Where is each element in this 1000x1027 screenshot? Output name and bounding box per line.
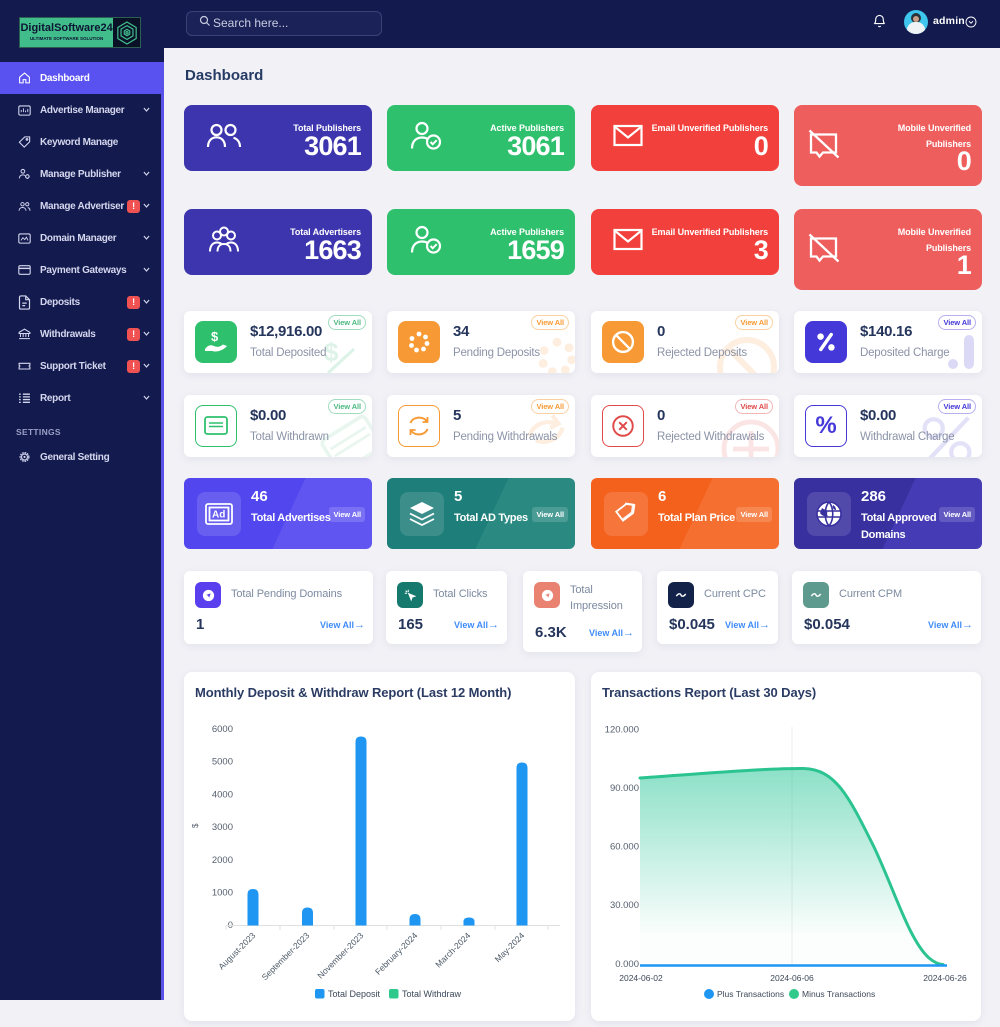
svg-text:0.000: 0.000	[615, 959, 639, 970]
svg-text:November-2023: November-2023	[315, 930, 365, 980]
svg-text:September-2023: September-2023	[260, 930, 312, 982]
svg-text:May-2024: May-2024	[493, 930, 527, 964]
svg-text:February-2024: February-2024	[373, 930, 420, 977]
svg-text:2024-06-06: 2024-06-06	[770, 973, 814, 983]
svg-text:August-2023: August-2023	[216, 930, 257, 971]
svg-text:Ad: Ad	[212, 510, 225, 521]
svg-text:Total Withdraw: Total Withdraw	[402, 989, 462, 999]
svg-text:2024-06-02: 2024-06-02	[619, 973, 663, 983]
svg-text:Plus Transactions: Plus Transactions	[717, 989, 784, 999]
svg-text:March-2024: March-2024	[433, 930, 472, 969]
svg-text:60.000: 60.000	[610, 842, 639, 853]
svg-text:$: $	[211, 330, 219, 344]
svg-text:6000: 6000	[212, 724, 233, 735]
svg-text:Total Deposit: Total Deposit	[328, 989, 381, 999]
svg-text:$: $	[324, 337, 339, 367]
svg-text:2024-06-26: 2024-06-26	[923, 973, 967, 983]
svg-text:Minus Transactions: Minus Transactions	[802, 989, 875, 999]
svg-text:120.000: 120.000	[605, 725, 639, 736]
svg-text:3000: 3000	[212, 822, 233, 833]
svg-text:4000: 4000	[212, 789, 233, 800]
svg-text:1000: 1000	[212, 888, 233, 899]
svg-text:2000: 2000	[212, 855, 233, 866]
svg-text:90.000: 90.000	[610, 783, 639, 794]
svg-text:5000: 5000	[212, 757, 233, 768]
svg-text:$: $	[191, 823, 200, 828]
svg-text:30.000: 30.000	[610, 900, 639, 911]
